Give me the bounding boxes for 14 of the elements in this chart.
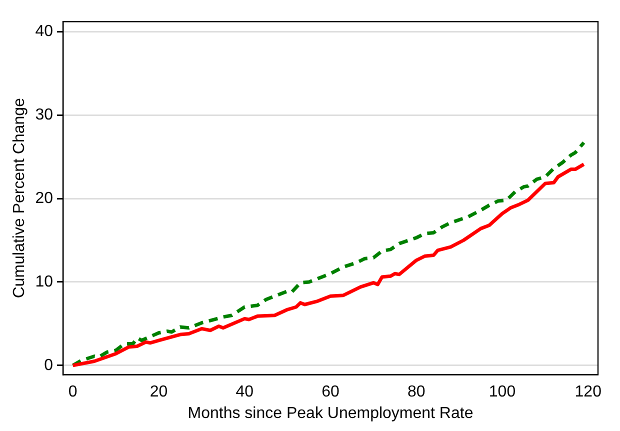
y-axis-title: Cumulative Percent Change bbox=[11, 98, 28, 298]
y-tick-label: 0 bbox=[44, 356, 54, 374]
x-tick-label: 40 bbox=[236, 384, 254, 401]
x-tick-label: 0 bbox=[68, 384, 78, 401]
y-tick-label: 40 bbox=[35, 23, 54, 40]
y-tick-label: 30 bbox=[35, 106, 54, 124]
x-tick-label: 120 bbox=[574, 384, 602, 401]
x-tick-label: 100 bbox=[488, 384, 516, 401]
x-axis-title: Months since Peak Unemployment Rate bbox=[188, 404, 474, 422]
x-tick-label: 20 bbox=[150, 384, 168, 401]
x-tick-label: 80 bbox=[407, 384, 426, 401]
y-tick-label: 10 bbox=[35, 273, 54, 290]
y-tick-label: 20 bbox=[35, 190, 54, 207]
x-tick-label: 60 bbox=[322, 384, 340, 401]
